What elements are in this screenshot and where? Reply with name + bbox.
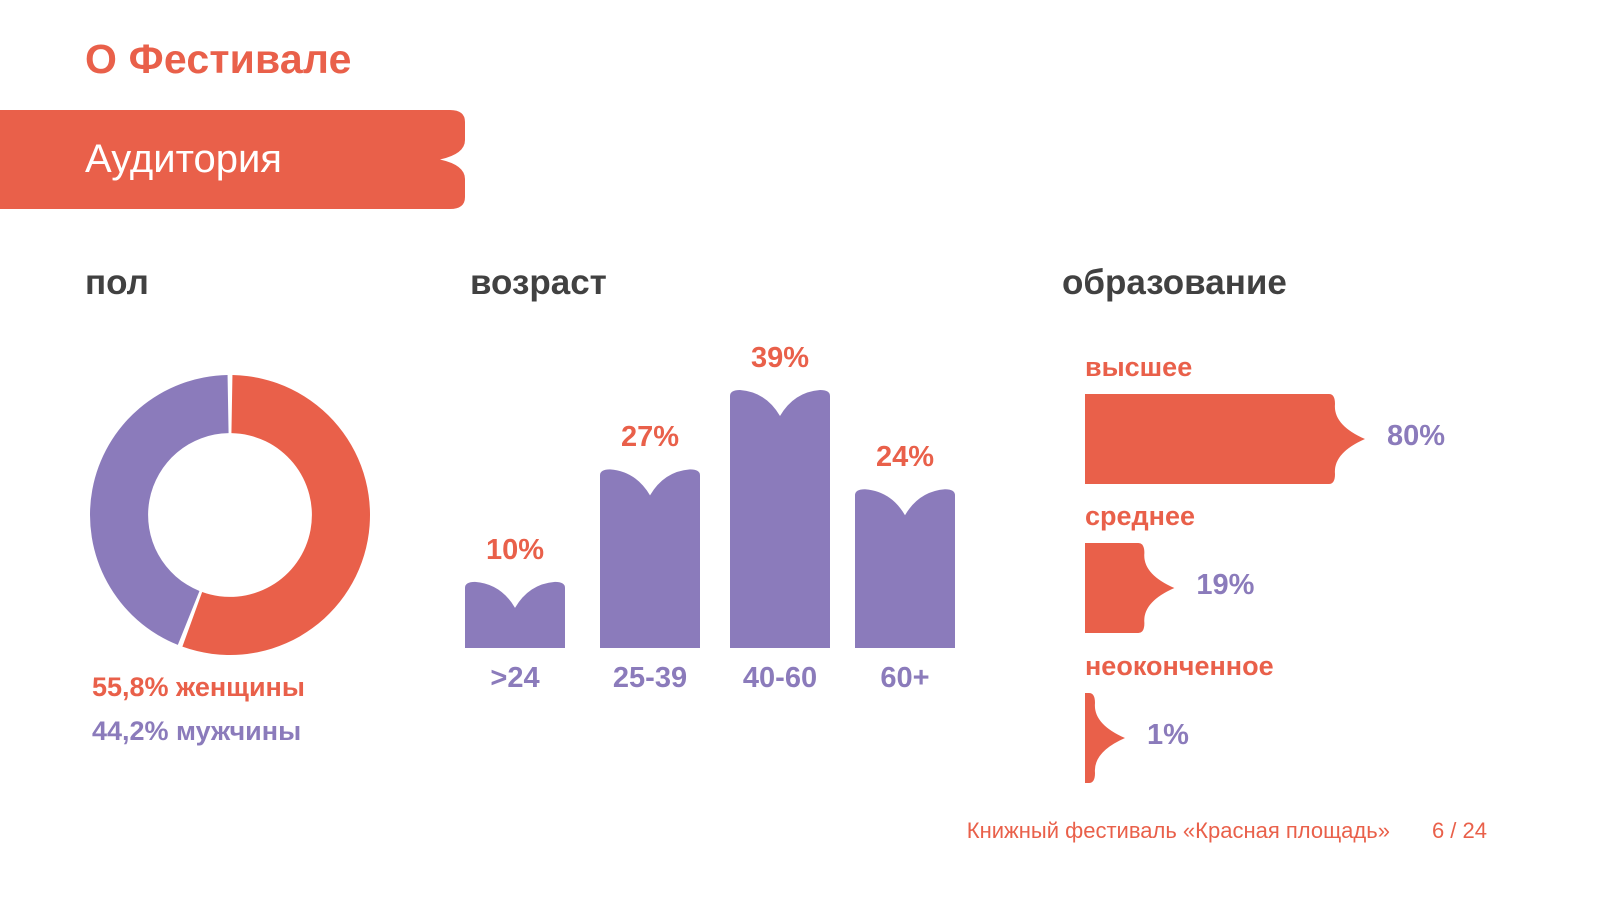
age-bar-category: 40-60 <box>742 662 818 694</box>
donut-slice-мужчины <box>89 375 229 645</box>
donut-slice-женщины <box>182 375 370 655</box>
donut-svg <box>89 375 370 655</box>
legend-item-male: 44,2% мужчины <box>92 716 302 746</box>
age-bar <box>730 390 830 648</box>
age-bar-value: 27% <box>620 421 680 454</box>
gender-legend: 55,8% женщины 44,2% мужчины <box>92 665 432 753</box>
age-bar-category: >24 <box>490 662 540 694</box>
education-bar-label: неоконченное <box>1085 651 1274 681</box>
education-bar-chart: высшее 80% среднее 19% неоконченное 1% <box>1060 325 1530 790</box>
age-bar-value: 39% <box>750 342 810 374</box>
legend-item-female: 55,8% женщины <box>92 672 305 702</box>
banner-shape-icon <box>0 110 465 209</box>
education-bar-label: высшее <box>1085 352 1193 382</box>
age-bar-value: 24% <box>875 441 935 474</box>
age-bar <box>465 581 565 648</box>
footer-festival-name: Книжный фестиваль «Красная площадь» <box>966 818 1390 843</box>
footer-page-number: 6 / 24 <box>1431 818 1487 843</box>
education-bar-label: среднее <box>1085 501 1196 531</box>
education-bar-value: 19% <box>1196 569 1255 601</box>
heading-education: образование <box>1062 263 1287 302</box>
education-bar-value: 80% <box>1387 420 1446 452</box>
education-bar-value: 1% <box>1147 719 1189 751</box>
age-bar-chart: 10% 27% 39% 24% >24 25-39 40-60 60+ <box>455 330 975 710</box>
section-banner-label: Аудитория <box>85 137 282 181</box>
page-title: О Фестивале <box>85 36 352 82</box>
age-bar-value: 10% <box>485 533 545 566</box>
slide-footer: Книжный фестиваль «Красная площадь» 6 / … <box>967 818 1487 844</box>
age-bar <box>855 489 955 648</box>
section-banner: Аудитория <box>0 110 470 209</box>
education-bar <box>1085 693 1125 783</box>
education-bar <box>1085 543 1175 633</box>
heading-age: возраст <box>470 263 607 302</box>
age-bar-category: 25-39 <box>612 662 688 694</box>
education-bars-svg <box>1085 394 1365 783</box>
heading-gender: пол <box>85 263 149 302</box>
gender-donut-chart <box>75 360 385 670</box>
age-bars-svg <box>465 390 955 648</box>
education-bar <box>1085 394 1365 484</box>
age-bar-category: 60+ <box>880 662 930 694</box>
age-bar <box>600 469 700 648</box>
